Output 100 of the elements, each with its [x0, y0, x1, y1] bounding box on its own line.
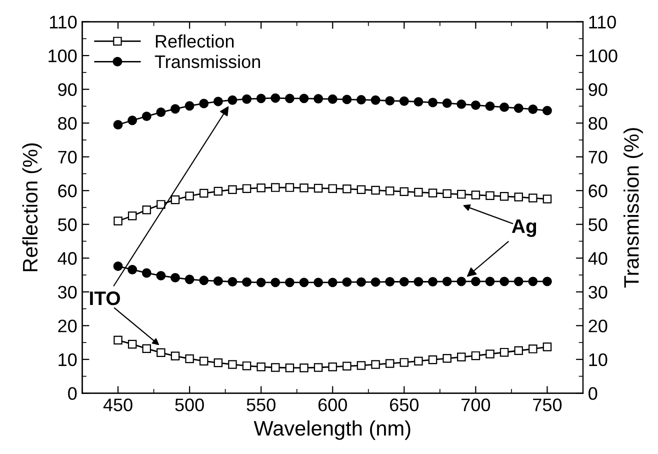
point	[457, 352, 466, 362]
point	[514, 276, 524, 286]
x-tick-label: 650	[390, 398, 419, 412]
point	[342, 184, 352, 194]
legend-label: Transmission	[154, 54, 260, 68]
point	[285, 363, 294, 372]
point	[414, 356, 423, 366]
y-tick-label: 50	[58, 218, 77, 232]
point	[428, 98, 438, 108]
point	[356, 361, 366, 370]
point	[199, 188, 208, 198]
point	[256, 278, 266, 288]
point	[213, 96, 223, 106]
point	[113, 262, 123, 271]
point	[371, 360, 380, 369]
point	[256, 362, 266, 372]
x-tick-label: 750	[533, 398, 562, 412]
y2-tick-label: 70	[588, 150, 608, 164]
point	[242, 184, 252, 193]
point	[456, 99, 466, 109]
point	[270, 93, 280, 103]
point	[457, 190, 466, 199]
point	[500, 102, 510, 112]
point	[528, 104, 538, 114]
point	[242, 94, 252, 104]
y-tick-label: 60	[58, 184, 77, 198]
y2-tick-label: 20	[588, 320, 608, 332]
point	[471, 351, 480, 360]
point	[342, 362, 352, 371]
point	[356, 277, 366, 287]
point	[400, 187, 409, 196]
y-tick-label: 30	[58, 286, 77, 299]
y-tick-label: 90	[58, 83, 77, 96]
point	[328, 94, 338, 104]
y2-tick-label: 100	[589, 49, 618, 62]
y2-tick-label: 10	[589, 353, 608, 366]
point	[214, 186, 223, 196]
point	[428, 188, 438, 198]
point	[385, 359, 394, 368]
point	[442, 276, 452, 286]
y-tick-label: 10	[58, 353, 77, 366]
point	[442, 354, 452, 363]
point	[314, 363, 323, 372]
point	[228, 95, 238, 105]
point	[228, 185, 237, 194]
point	[342, 277, 352, 287]
point	[199, 276, 209, 286]
y-tick-label: 0	[68, 387, 77, 400]
point	[500, 276, 510, 286]
point	[199, 356, 208, 366]
point	[184, 101, 194, 111]
point	[528, 276, 538, 286]
point	[399, 96, 409, 106]
legend-label: Reflection	[156, 34, 234, 48]
point	[370, 277, 380, 287]
point	[428, 355, 438, 364]
point	[314, 94, 324, 104]
point	[486, 191, 494, 200]
x-tick-label: 550	[246, 398, 276, 412]
point	[370, 95, 380, 105]
point	[156, 108, 166, 117]
y-tick-label: 20	[58, 320, 77, 332]
point	[385, 96, 395, 106]
y2-tick-label: 80	[588, 117, 608, 130]
point	[114, 336, 122, 345]
x-axis-title: Wavelength (nm)	[254, 420, 410, 440]
point	[470, 276, 480, 286]
point	[328, 362, 337, 372]
point	[170, 104, 180, 114]
point	[228, 360, 237, 369]
point	[199, 98, 209, 108]
point	[170, 195, 180, 204]
point	[284, 278, 294, 288]
point	[156, 348, 166, 358]
point	[256, 94, 266, 104]
annotation: Ag	[512, 219, 536, 237]
point	[271, 183, 280, 192]
point	[528, 194, 538, 202]
point	[414, 97, 424, 107]
point	[170, 352, 180, 360]
point	[142, 205, 152, 214]
x-tick-label: 450	[103, 398, 132, 412]
point	[256, 184, 266, 192]
y-tick-label: 40	[58, 252, 77, 265]
point	[342, 94, 352, 104]
point	[486, 350, 494, 358]
point	[300, 363, 308, 372]
point	[242, 277, 252, 287]
y-tick-label: 100	[48, 49, 77, 62]
point	[184, 274, 194, 284]
point	[542, 194, 552, 204]
point	[156, 200, 166, 209]
y-tick-label: 80	[58, 117, 77, 130]
y2-tick-label: 30	[588, 286, 608, 299]
point	[356, 185, 366, 194]
point	[514, 192, 523, 202]
point	[128, 340, 137, 349]
point	[156, 270, 166, 280]
point	[185, 192, 194, 200]
point	[528, 344, 538, 354]
